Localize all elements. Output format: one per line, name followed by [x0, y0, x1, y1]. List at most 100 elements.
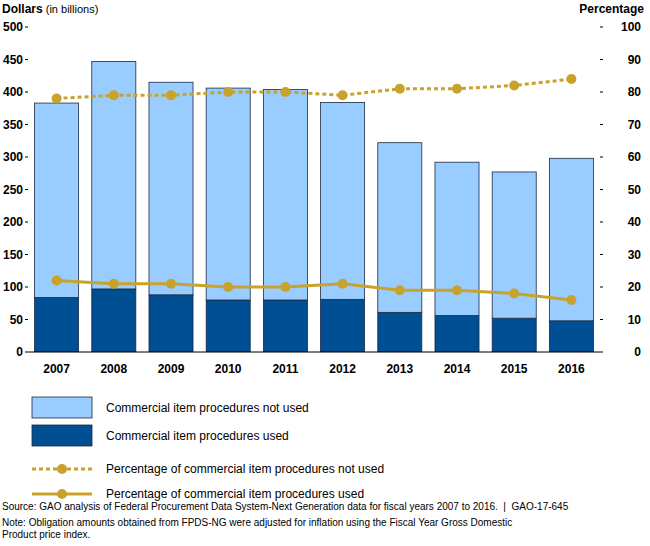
y-tick: [25, 287, 28, 288]
bar: [549, 321, 593, 352]
y-tick: [25, 319, 28, 320]
marker: [166, 279, 176, 289]
bar: [35, 297, 79, 352]
y-tick: [25, 157, 28, 158]
note: Product price index.: [2, 529, 90, 540]
plot-marks: [35, 61, 594, 352]
marker: [109, 279, 119, 289]
bar: [263, 89, 307, 300]
y2-tick-label: 80: [628, 85, 642, 99]
y-tick: [25, 189, 28, 190]
bar: [206, 88, 250, 300]
y-tick: [25, 254, 28, 255]
y2-tick: [600, 157, 603, 158]
marker: [166, 90, 176, 100]
legend-swatch: [32, 397, 92, 418]
marker: [338, 90, 348, 100]
y2-tick-label: 30: [628, 248, 642, 262]
y2-tick: [600, 124, 603, 125]
legend-label: Percentage of commercial item procedures…: [106, 487, 364, 501]
y-tick: [25, 59, 28, 60]
marker: [338, 279, 348, 289]
y-axis-title: Dollars (in billions): [2, 2, 98, 16]
legend-item: Percentage of commercial item procedures…: [32, 487, 364, 501]
y2-tick-label: 90: [628, 53, 642, 67]
legend-marker: [57, 489, 67, 499]
marker: [109, 90, 119, 100]
marker: [566, 295, 576, 305]
legend-label: Percentage of commercial item procedures…: [106, 462, 384, 476]
y-tick: [25, 92, 28, 93]
bar: [92, 289, 136, 352]
y2-tick: [600, 319, 603, 320]
bar: [378, 312, 422, 352]
marker: [395, 84, 405, 94]
y-tick: [25, 27, 28, 28]
bar: [321, 299, 365, 352]
y2-tick-label: 100: [621, 20, 641, 34]
y2-tick: [600, 92, 603, 93]
bar: [263, 300, 307, 352]
bar: [35, 103, 79, 297]
x-tick-label: 2016: [558, 362, 585, 376]
y-tick-label: 200: [3, 215, 23, 229]
marker: [52, 94, 62, 104]
y-tick-label: 250: [3, 183, 23, 197]
y-tick: [25, 124, 28, 125]
y2-tick-label: 50: [628, 183, 642, 197]
legend-label: Commercial item procedures used: [106, 429, 289, 443]
line: [57, 79, 572, 99]
bar: [378, 143, 422, 313]
y-tick-label: 50: [10, 313, 24, 327]
legend-label: Commercial item procedures not used: [106, 401, 309, 415]
y2-tick-label: 0: [634, 345, 641, 359]
y-tick-label: 350: [3, 118, 23, 132]
chart: Dollars (in billions)Percentage050100150…: [0, 0, 650, 546]
y2-tick-label: 60: [628, 150, 642, 164]
y-tick-label: 0: [16, 345, 23, 359]
x-tick-label: 2013: [386, 362, 413, 376]
y-tick-label: 500: [3, 20, 23, 34]
y2-tick: [600, 59, 603, 60]
x-tick-label: 2010: [215, 362, 242, 376]
note: Note: Obligation amounts obtained from F…: [2, 517, 512, 528]
marker: [280, 87, 290, 97]
bar: [549, 158, 593, 320]
y2-tick: [600, 287, 603, 288]
y-tick-label: 300: [3, 150, 23, 164]
legend-swatch: [32, 425, 92, 446]
bar: [321, 102, 365, 299]
marker: [452, 285, 462, 295]
x-tick-label: 2011: [272, 362, 298, 376]
y-tick-label: 100: [3, 280, 23, 294]
x-tick-label: 2015: [501, 362, 528, 376]
marker: [223, 282, 233, 292]
bar: [149, 295, 193, 352]
x-tick-label: 2009: [158, 362, 185, 376]
y2-tick-label: 70: [628, 118, 642, 132]
x-axis: [28, 351, 600, 352]
x-tick-label: 2007: [43, 362, 70, 376]
legend-item: Percentage of commercial item procedures…: [32, 462, 384, 476]
y-axis-title-part: Dollars: [2, 2, 43, 16]
y2-tick-label: 40: [628, 215, 642, 229]
y2-tick-label: 20: [628, 280, 642, 294]
legend-marker: [57, 464, 67, 474]
source: Source: GAO analysis of Federal Procurem…: [2, 501, 569, 512]
y2-tick: [600, 352, 603, 353]
x-tick-label: 2008: [100, 362, 127, 376]
bar: [149, 82, 193, 295]
marker: [509, 289, 519, 299]
y-tick: [25, 222, 28, 223]
bar: [435, 316, 479, 352]
legend-item: Commercial item procedures not used: [32, 397, 309, 418]
y2-tick: [600, 189, 603, 190]
marker: [395, 285, 405, 295]
y-tick-label: 450: [3, 53, 23, 67]
marker: [566, 74, 576, 84]
marker: [280, 282, 290, 292]
y2-tick: [600, 27, 603, 28]
x-tick-label: 2014: [444, 362, 471, 376]
y2-tick: [600, 222, 603, 223]
x-tick-label: 2012: [329, 362, 356, 376]
